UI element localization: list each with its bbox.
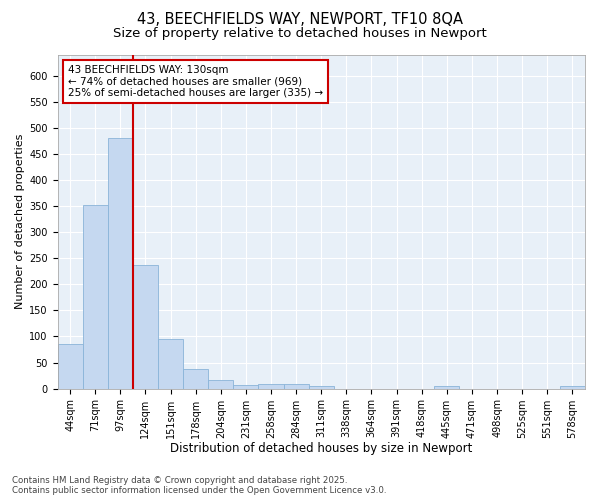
Bar [83, 205, 108, 388]
Text: Size of property relative to detached houses in Newport: Size of property relative to detached ho… [113, 28, 487, 40]
Bar [58, 344, 83, 389]
Bar [208, 380, 233, 388]
Text: Contains HM Land Registry data © Crown copyright and database right 2025.
Contai: Contains HM Land Registry data © Crown c… [12, 476, 386, 495]
Text: 43 BEECHFIELDS WAY: 130sqm
← 74% of detached houses are smaller (969)
25% of sem: 43 BEECHFIELDS WAY: 130sqm ← 74% of deta… [68, 65, 323, 98]
Bar [434, 386, 460, 388]
X-axis label: Distribution of detached houses by size in Newport: Distribution of detached houses by size … [170, 442, 472, 455]
Bar [108, 138, 133, 388]
Bar [308, 386, 334, 388]
Bar [233, 385, 259, 388]
Text: 43, BEECHFIELDS WAY, NEWPORT, TF10 8QA: 43, BEECHFIELDS WAY, NEWPORT, TF10 8QA [137, 12, 463, 28]
Bar [284, 384, 308, 388]
Bar [133, 265, 158, 388]
Bar [259, 384, 284, 388]
Y-axis label: Number of detached properties: Number of detached properties [15, 134, 25, 310]
Bar [560, 386, 585, 388]
Bar [158, 338, 183, 388]
Bar [183, 370, 208, 388]
